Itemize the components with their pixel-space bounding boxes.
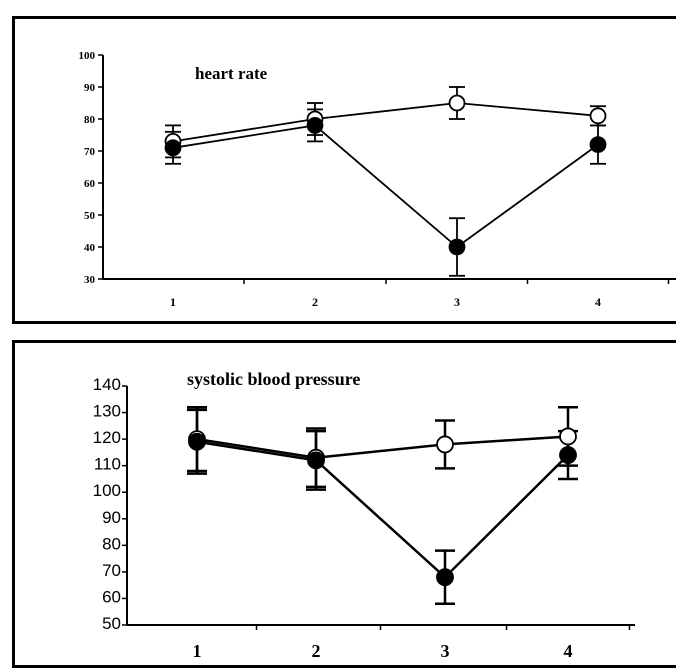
data-point-open-circle: [436, 435, 454, 454]
y-tick-label: 130: [93, 402, 121, 421]
x-tick-label: 1: [193, 641, 202, 661]
series-line-open-circle: [172, 102, 599, 143]
y-tick-label: 50: [102, 614, 121, 633]
y-tick-label: 100: [79, 50, 96, 62]
heart-rate-chart: heart rate 30 40 50 60 70 80 90 100 1 2 3 4: [79, 50, 676, 309]
x-tick-label: 3: [454, 295, 460, 309]
x-tick-label: 4: [564, 641, 573, 661]
y-tick-label: 110: [94, 455, 121, 474]
y-tick-label: 120: [93, 428, 121, 447]
series-line-filled-circle: [172, 124, 599, 249]
series-line-open-circle: [196, 435, 569, 459]
chart-title: systolic blood pressure: [187, 369, 360, 389]
y-tick-label: 60: [102, 587, 121, 606]
x-tick-label: 2: [312, 641, 321, 661]
data-point-filled-circle: [589, 136, 607, 153]
x-tick-label: 1: [170, 295, 176, 309]
y-tick-label: 90: [102, 508, 121, 527]
x-tick-label: 2: [312, 295, 318, 309]
systolic-blood-pressure-chart: systolic blood pressure 50 60 70 80 90 100 110 1…: [93, 369, 635, 661]
y-tick-label: 80: [84, 114, 96, 126]
data-point-open-circle: [589, 107, 607, 125]
y-tick-label: 40: [84, 242, 96, 254]
data-point-filled-circle: [559, 446, 577, 464]
y-tick-label: 90: [84, 82, 96, 94]
data-point-filled-circle: [307, 451, 325, 470]
y-tick-label: 70: [102, 561, 121, 580]
x-tick-label: 3: [441, 641, 450, 661]
data-point-filled-circle: [448, 238, 466, 256]
data-point-open-circle: [559, 427, 577, 446]
y-tick-label: 70: [84, 146, 96, 158]
y-tick-label: 80: [102, 534, 121, 553]
data-point-open-circle: [448, 94, 466, 112]
x-tick-label: 4: [595, 295, 601, 309]
chart-title: heart rate: [195, 64, 268, 83]
y-tick-label: 60: [84, 178, 96, 190]
y-tick-label: 30: [84, 274, 96, 286]
data-point-filled-circle: [306, 117, 324, 134]
systolic-blood-pressure-panel: systolic blood pressure 50 60 70 80 90 100 110 1…: [12, 340, 676, 668]
y-tick-label: 50: [84, 210, 96, 222]
data-point-filled-circle: [164, 139, 182, 157]
y-tick-label: 100: [93, 481, 121, 500]
y-tick-label: 140: [93, 375, 121, 394]
data-point-filled-circle: [436, 568, 454, 587]
data-point-filled-circle: [188, 432, 206, 451]
heart-rate-panel: heart rate 30 40 50 60 70 80 90 100 1 2 3 4: [12, 16, 676, 324]
series-line-filled-circle: [196, 440, 569, 579]
